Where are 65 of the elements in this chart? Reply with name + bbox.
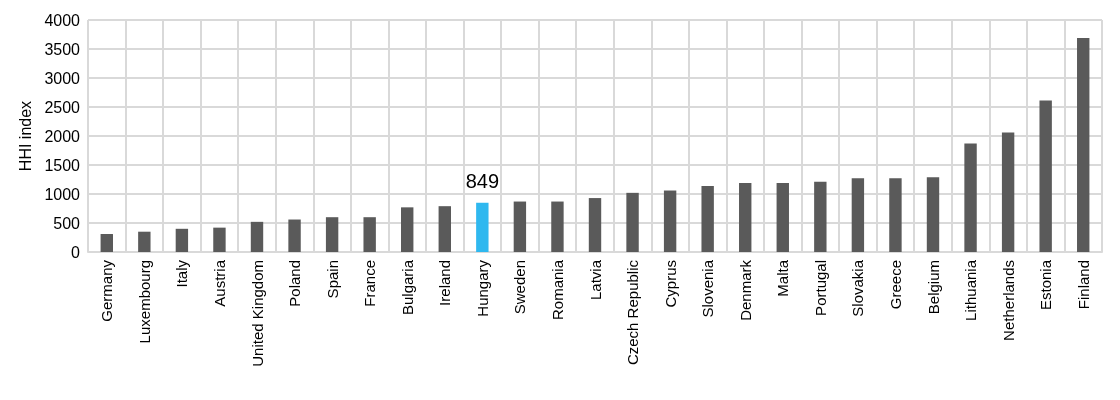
y-tick-label: 1000 [44,185,81,203]
x-tick-label: Denmark [736,259,754,321]
bar [926,177,940,252]
bar [851,178,865,252]
y-tick-label: 1500 [44,156,81,174]
bar [213,227,226,252]
x-tick-label: Estonia [1037,259,1055,311]
bar [513,201,527,252]
bar [363,217,376,252]
bar [588,198,602,252]
x-tick-label: Italy [173,259,191,288]
x-tick-label: United Kingdom [248,260,266,367]
y-tick-label: 3500 [44,40,81,58]
bar [100,234,113,252]
bar [476,202,489,252]
data-label: 849 [465,169,500,192]
x-tick-label: France [361,260,379,307]
bar [889,178,902,252]
x-tick-label: Belgium [924,260,942,315]
bar [1039,100,1052,252]
x-tick-label: Luxembourg [135,260,153,344]
x-tick-label: Latvia [586,259,604,301]
y-tick-label: 500 [53,214,81,232]
bar [438,206,451,252]
bar [551,201,564,252]
y-tick-label: 4000 [44,11,81,29]
x-tick-label: Lithuania [962,259,980,321]
bar [1077,37,1090,252]
bar [701,185,714,252]
x-tick-label: Netherlands [999,260,1017,341]
bar [288,219,301,252]
y-tick-label: 0 [71,243,81,261]
x-tick-label: Ireland [436,260,454,306]
bar [739,182,752,252]
x-tick-label: Portugal [811,260,829,316]
bar [814,181,827,252]
x-tick-label: Czech Republic [624,259,642,366]
x-tick-label: Malta [774,259,792,297]
y-tick-label: 2500 [44,98,81,116]
x-tick-label: Hungary [473,259,491,317]
bar [663,190,677,252]
bar [250,221,264,252]
x-tick-label: Romania [548,259,566,321]
x-tick-label: Austria [210,259,228,307]
x-tick-label: Cyprus [661,260,679,308]
y-axis-title: HHI index [16,100,34,172]
bar [776,182,789,252]
x-tick-label: Poland [286,260,304,307]
x-tick-label: Bulgaria [398,259,416,316]
bar [626,192,639,252]
bar [964,143,977,252]
y-tick-label: 3000 [44,69,81,87]
x-tick-label: Slovakia [849,259,867,317]
bar [138,231,151,252]
x-tick-label: Spain [323,260,341,299]
bar [401,207,414,252]
x-tick-label: Slovenia [699,259,717,318]
x-tick-label: Germany [98,259,116,322]
bar [1001,132,1015,252]
bar [175,228,189,252]
y-tick-label: 2000 [44,127,81,145]
x-tick-label: Greece [886,260,904,310]
bar [325,217,339,252]
x-tick-label: Finland [1074,260,1092,310]
x-tick-label: Sweden [511,260,529,315]
